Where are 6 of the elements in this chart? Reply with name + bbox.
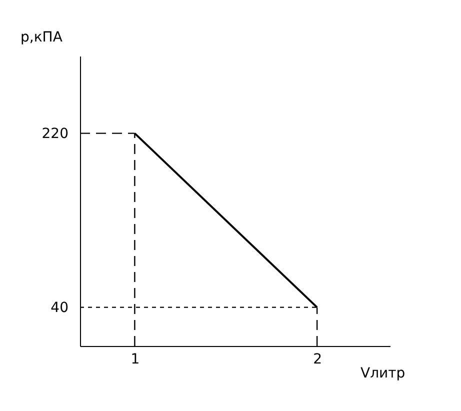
x-tick-label: 2 (313, 352, 322, 368)
y-axis-title: p,кПА (20, 30, 63, 46)
x-axis-title: Vлитр (360, 366, 406, 382)
y-tick-label: 40 (50, 300, 68, 316)
y-tick-label: 220 (42, 126, 68, 142)
x-tick-label: 1 (130, 352, 140, 368)
